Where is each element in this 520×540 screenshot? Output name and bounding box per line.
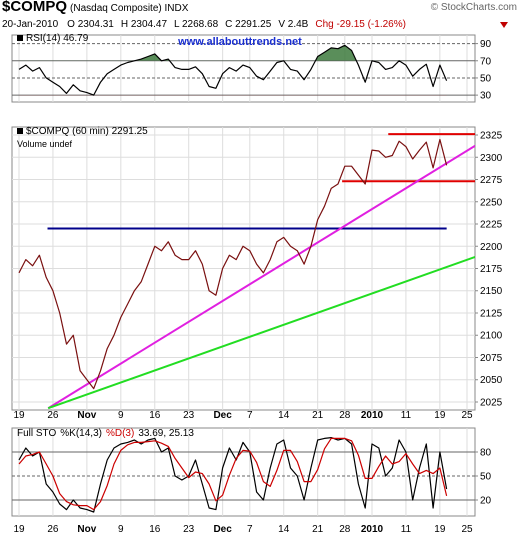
- x-tick-label: 14: [278, 524, 290, 535]
- symbol-name: (Nasdaq Composite) INDX: [70, 3, 189, 14]
- y-tick-label: 2325: [480, 131, 503, 142]
- legend-k: %K(14,3): [60, 428, 102, 439]
- x-tick-label: 19: [13, 524, 25, 535]
- overbought-fill: [19, 45, 447, 61]
- quote-change: Chg -29.15 (-1.26%): [315, 19, 406, 30]
- x-tick-label: 9: [118, 524, 124, 535]
- date: 20-Jan-2010: [2, 19, 59, 30]
- x-tick-label: Dec: [213, 524, 232, 535]
- x-tick-label: 11: [401, 524, 412, 535]
- x-tick-label: Nov: [77, 524, 96, 535]
- x-tick-label: 23: [183, 410, 195, 421]
- quote-close: C 2291.25: [225, 19, 272, 30]
- y-tick-label: 2250: [480, 197, 503, 208]
- x-tick-label: 21: [312, 524, 324, 535]
- quote-line: 20-Jan-2010 O 2304.31 H 2304.47 L 2268.68 C …: [2, 19, 406, 30]
- x-tick-label: 26: [47, 524, 59, 535]
- y-tick-label: 30: [480, 91, 492, 102]
- y-tick-label: 2100: [480, 331, 503, 342]
- x-tick-label: 14: [278, 410, 290, 421]
- y-tick-label: 50: [480, 73, 492, 84]
- x-tick-label: 25: [461, 524, 473, 535]
- panels: 30 50 70 90 19 26 Nov 9 16 23 Dec 7 14 21 28 2010 11 19 25…: [11, 34, 503, 535]
- y-tick-label: 2025: [480, 397, 503, 408]
- series-line: [18, 437, 448, 513]
- price-subtitle: Volume undef: [17, 139, 73, 149]
- rsi-title: RSI(14) 46.79: [26, 33, 89, 44]
- y-tick-label: 80: [480, 448, 492, 459]
- y-tick-label: 2150: [480, 286, 503, 297]
- x-tick-label: 9: [118, 410, 124, 421]
- sto-title: Full STO: [17, 428, 56, 439]
- down-arrow: [500, 22, 508, 28]
- price-icon: [17, 128, 23, 134]
- rsi-icon: [17, 35, 23, 41]
- plot: [18, 133, 475, 410]
- x-tick-label: 2010: [361, 410, 384, 421]
- source: © StockCharts.com: [431, 2, 517, 13]
- trend-line: [47, 144, 475, 410]
- y-tick-label: 2050: [480, 375, 503, 386]
- x-tick-label: 19: [13, 410, 25, 421]
- legend-d: %D(3): [106, 428, 134, 439]
- y-tick-label: 20: [480, 496, 492, 507]
- sto-legend: Full STO %K(14,3) %D(3) 33.69, 25.13: [17, 428, 194, 439]
- symbol: $COMPQ: [2, 0, 67, 15]
- series-line: [18, 44, 448, 96]
- sto-readout: 33.69, 25.13: [138, 428, 194, 439]
- y-tick-label: 2300: [480, 153, 503, 164]
- x-tick-label: 16: [149, 410, 161, 421]
- y-tick-label: 50: [480, 472, 492, 483]
- quote-open: O 2304.31: [67, 19, 114, 30]
- x-tick-label: 28: [339, 410, 351, 421]
- quote-high: H 2304.47: [121, 19, 168, 30]
- y-tick-label: 2275: [480, 175, 503, 186]
- x-tick-label: 7: [247, 524, 253, 535]
- website: www.allabouttrends.net: [177, 36, 302, 48]
- series-line: [18, 138, 448, 390]
- x-tick-label: 7: [247, 410, 253, 421]
- chart-title: $COMPQ (Nasdaq Composite) INDX: [2, 0, 189, 15]
- price-title: $COMPQ (60 min) 2291.25: [26, 126, 148, 137]
- y-tick-label: 2200: [480, 242, 503, 253]
- trend-line: [47, 255, 475, 410]
- x-tick-label: Nov: [77, 410, 96, 421]
- y-tick-label: 2125: [480, 308, 503, 319]
- x-tick-label: 26: [47, 410, 59, 421]
- x-tick-label: 19: [434, 524, 446, 535]
- x-tick-label: 11: [401, 410, 412, 421]
- quote-volume: V 2.4B: [278, 19, 308, 30]
- x-tick-label: 25: [461, 410, 473, 421]
- plot: [18, 437, 448, 513]
- y-tick-label: 90: [480, 39, 492, 50]
- x-tick-label: Dec: [213, 410, 232, 421]
- x-tick-label: 16: [149, 524, 161, 535]
- plot: [18, 44, 448, 96]
- quote-low: L 2268.68: [174, 19, 219, 30]
- y-tick-label: 2175: [480, 264, 503, 275]
- x-tick-label: 28: [339, 524, 351, 535]
- x-tick-label: 19: [434, 410, 446, 421]
- y-tick-label: 2075: [480, 353, 503, 364]
- panel-frame: [11, 34, 476, 103]
- x-tick-label: 21: [312, 410, 324, 421]
- y-tick-label: 2225: [480, 220, 503, 231]
- x-tick-label: 23: [183, 524, 195, 535]
- y-tick-label: 70: [480, 56, 492, 67]
- series-line: [18, 437, 448, 511]
- x-tick-label: 2010: [361, 524, 384, 535]
